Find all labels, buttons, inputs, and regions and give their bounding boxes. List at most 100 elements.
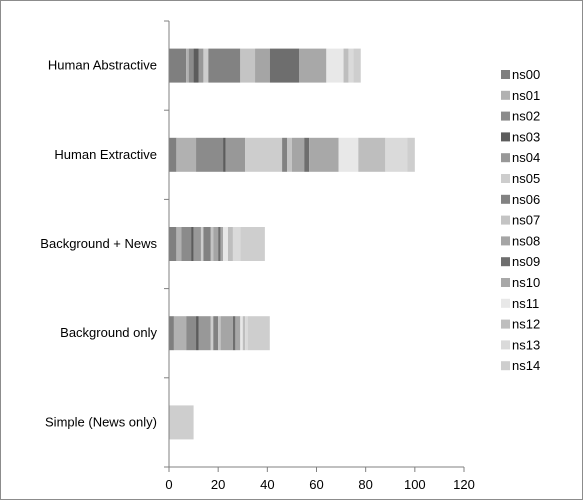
bars-layer	[169, 48, 415, 440]
legend-swatch	[501, 194, 510, 204]
bar-segment-ns05-4	[210, 316, 214, 351]
legend-label: ns12	[512, 317, 540, 332]
category-label: Background + News	[40, 236, 157, 251]
bar-segment-ns10-3	[220, 227, 224, 261]
legend-item-ns03: ns03	[501, 129, 540, 144]
bar-segment-ns05-3	[200, 227, 204, 261]
bar-segment-ns09-1	[269, 48, 300, 83]
bar-segment-ns08-3	[213, 227, 219, 261]
bar-segment-ns02-1	[188, 48, 194, 83]
bar-segment-ns13-1	[348, 48, 354, 83]
legend-swatch	[501, 319, 510, 329]
bar-segment-ns02-4	[186, 316, 197, 351]
bar-segment-ns01-1	[186, 48, 189, 83]
bar-segment-ns12-1	[343, 48, 349, 83]
legend-label: ns09	[512, 254, 540, 269]
bar-segment-ns06-2	[282, 137, 287, 172]
bar-segment-ns04-4	[198, 316, 211, 351]
bar-segment-ns00-4	[169, 316, 174, 351]
bar-segment-ns09-3	[218, 227, 221, 261]
category-label: Background only	[60, 325, 157, 340]
legend-item-ns10: ns10	[501, 275, 540, 290]
legend-swatch	[501, 361, 510, 371]
x-tick-label: 100	[404, 477, 426, 492]
legend-swatch	[501, 90, 510, 100]
category-labels: Human Abstractive Human Extractive Backgro…	[40, 58, 157, 430]
bar-segment-ns05-1	[203, 48, 209, 83]
bar-segment-ns12-4	[242, 316, 246, 351]
bar-segment-ns12-3	[228, 227, 233, 261]
bar-segment-ns02-2	[196, 137, 224, 172]
legend-label: ns01	[512, 88, 540, 103]
legend-swatch	[501, 236, 510, 246]
bar-segment-ns08-2	[291, 137, 305, 172]
bar-segment-ns06-1	[208, 48, 241, 83]
legend-swatch	[501, 257, 510, 267]
bar-segment-ns06-4	[213, 316, 219, 351]
bar-segment-ns13-4	[245, 316, 248, 351]
bar-segment-ns00-2	[169, 137, 177, 172]
bar-segment-ns12-2	[358, 137, 386, 172]
x-tick-label: 120	[453, 477, 475, 492]
category-label: Human Abstractive	[48, 58, 157, 73]
legend-swatch	[501, 111, 510, 121]
bar-segment-ns14-4	[247, 316, 270, 351]
bar-segment-ns09-2	[304, 137, 310, 172]
legend-label: ns08	[512, 233, 540, 248]
bar-segment-ns10-4	[235, 316, 241, 351]
legend-label: ns06	[512, 192, 540, 207]
bar-segment-ns08-1	[255, 48, 270, 83]
legend-label: ns14	[512, 358, 540, 373]
bar-segment-ns07-4	[218, 316, 221, 351]
legend-item-ns11: ns11	[501, 296, 539, 311]
legend-swatch	[501, 70, 510, 79]
legend-item-ns07: ns07	[501, 213, 540, 228]
legend-label: ns02	[512, 109, 540, 124]
legend-swatch	[501, 215, 510, 225]
bar-segment-ns11-3	[223, 227, 228, 261]
bar-segment-ns02-3	[181, 227, 192, 261]
bar-segment-ns09-4	[232, 316, 236, 351]
bar-segment-ns14-3	[240, 227, 265, 261]
legend-label: ns11	[512, 296, 539, 311]
bar-segment-ns03-4	[196, 316, 199, 351]
legend-swatch	[501, 278, 510, 287]
legend-item-ns00: ns00	[501, 67, 540, 82]
legend-item-ns14: ns14	[501, 358, 540, 373]
bar-segment-ns05-2	[245, 137, 283, 172]
legend-label: ns04	[512, 150, 540, 165]
bar-segment-ns00-1	[169, 48, 187, 83]
legend-label: ns05	[512, 171, 540, 186]
category-label: Simple (News only)	[45, 414, 157, 429]
axes-layer	[164, 20, 465, 472]
legend-item-ns04: ns04	[501, 150, 540, 165]
bar-segment-ns07-3	[210, 227, 214, 261]
bar-segment-ns00-3	[169, 227, 177, 261]
category-label: Human Extractive	[54, 147, 157, 162]
x-tick-label: 60	[309, 477, 323, 492]
legend-item-ns02: ns02	[501, 109, 540, 124]
x-tick-label: 0	[165, 477, 172, 492]
bar-segment-ns03-2	[223, 137, 226, 172]
legend-item-ns01: ns01	[501, 88, 540, 103]
x-tick-label: 40	[260, 477, 274, 492]
x-tick-label: 20	[211, 477, 225, 492]
bar-segment-ns10-1	[299, 48, 327, 83]
bar-segment-ns06-3	[203, 227, 211, 261]
legend-item-ns06: ns06	[501, 192, 540, 207]
bar-segment-ns04-1	[198, 48, 204, 83]
legend-item-ns12: ns12	[501, 317, 540, 332]
bar-segment-ns10-2	[309, 137, 339, 172]
bar-segment-ns07-1	[240, 48, 256, 83]
bar-segment-ns11-2	[338, 137, 359, 172]
bar-segment-ns01-3	[176, 227, 182, 261]
bar-segment-ns04-2	[225, 137, 246, 172]
bar-segment-ns03-3	[191, 227, 194, 261]
x-tick-labels: 0 20 40 60 80 100 120	[165, 477, 474, 492]
legend: ns00 ns01 ns02 ns03 ns04 ns05 ns06 ns07 ns08 ns09…	[501, 67, 540, 373]
legend-label: ns00	[512, 67, 540, 82]
legend-label: ns13	[512, 337, 540, 352]
bar-segment-ns07-2	[287, 137, 292, 172]
